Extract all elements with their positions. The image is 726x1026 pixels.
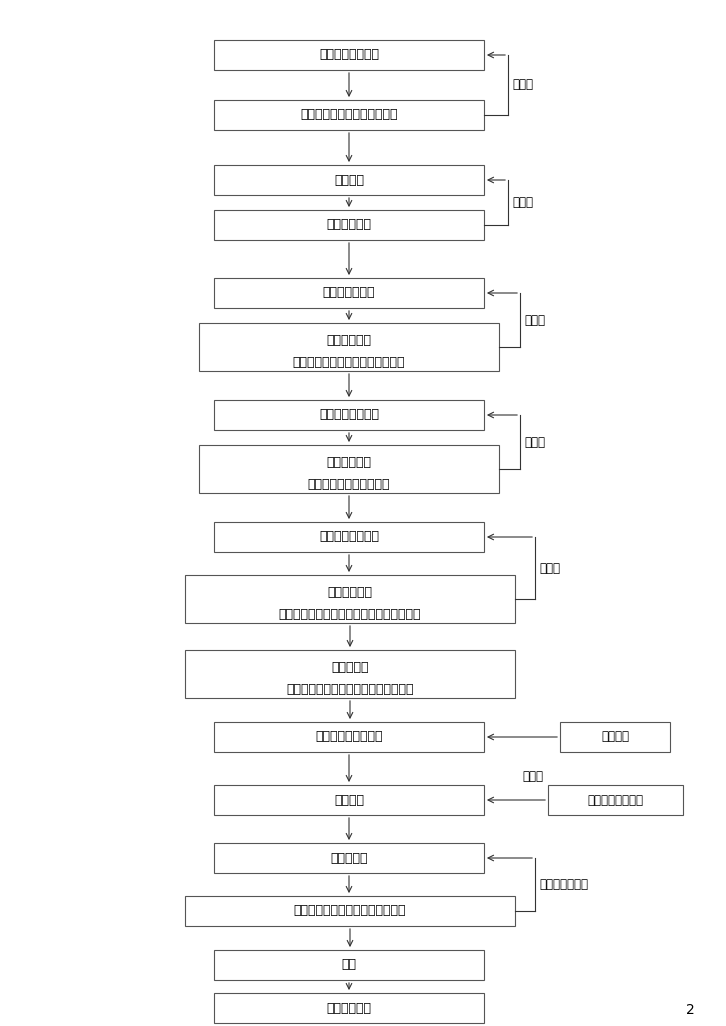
Text: 监理检查签认: 监理检查签认 xyxy=(327,1001,372,1015)
Text: 不合格: 不合格 xyxy=(522,771,543,784)
Bar xyxy=(185,650,515,698)
Bar xyxy=(214,100,484,130)
Text: （钢筋品种、规格、接头、数量、保护层）: （钢筋品种、规格、接头、数量、保护层） xyxy=(279,608,421,622)
Bar xyxy=(214,722,484,752)
Text: 不合格: 不合格 xyxy=(539,561,560,575)
Text: 检查预应力张拉工艺、灌浆、封锚: 检查预应力张拉工艺、灌浆、封锚 xyxy=(294,905,407,917)
Text: 支架搭设（施工）: 支架搭设（施工） xyxy=(319,408,379,422)
Text: 测量监理复测（轴线、标高）: 测量监理复测（轴线、标高） xyxy=(301,109,398,121)
Text: 监理检查验收: 监理检查验收 xyxy=(327,334,372,348)
Text: 不合格: 不合格 xyxy=(512,196,533,209)
Bar xyxy=(214,165,484,195)
Text: 混凝土地坪施工: 混凝土地坪施工 xyxy=(323,286,375,300)
Text: 不合格: 不合格 xyxy=(524,314,545,326)
Text: 拆模检查: 拆模检查 xyxy=(334,793,364,806)
Text: 不合格: 不合格 xyxy=(512,79,533,91)
Text: 钢筋绑扎（施工）: 钢筋绑扎（施工） xyxy=(319,530,379,544)
Bar xyxy=(560,722,670,752)
Text: 监理检查验收: 监理检查验收 xyxy=(327,587,372,599)
Text: 施工单位测量放样: 施工单位测量放样 xyxy=(319,48,379,62)
Text: 2: 2 xyxy=(685,1003,694,1017)
Text: 混凝土浇筑: 混凝土浇筑 xyxy=(331,662,369,674)
Bar xyxy=(185,575,515,623)
Text: 旁站监理: 旁站监理 xyxy=(601,731,629,744)
Text: 拆架: 拆架 xyxy=(341,958,356,972)
Bar xyxy=(214,843,484,873)
Text: 蜂窝、麻面、气孔: 蜂窝、麻面、气孔 xyxy=(587,793,643,806)
Text: 监理检查验收: 监理检查验收 xyxy=(327,219,372,232)
Text: 监理检查验收: 监理检查验收 xyxy=(327,457,372,470)
Bar xyxy=(199,323,499,371)
Text: 不合格: 不合格 xyxy=(524,435,545,448)
Bar xyxy=(214,210,484,240)
Bar xyxy=(214,993,484,1023)
Bar xyxy=(214,278,484,308)
Bar xyxy=(214,785,484,815)
Bar xyxy=(214,40,484,70)
Text: 监理巡视检查砼养护: 监理巡视检查砼养护 xyxy=(315,731,383,744)
Text: （轴线、标高、预拱度）: （轴线、标高、预拱度） xyxy=(308,478,391,491)
Text: （配合比、强度、塌落度、试件制备）: （配合比、强度、塌落度、试件制备） xyxy=(286,683,414,697)
Text: 预应力施工: 预应力施工 xyxy=(330,852,368,865)
Text: 签认工序报验单: 签认工序报验单 xyxy=(539,878,588,891)
Text: 地基处理: 地基处理 xyxy=(334,173,364,187)
Bar xyxy=(185,896,515,926)
Bar xyxy=(199,445,499,494)
Bar xyxy=(214,522,484,552)
Bar xyxy=(214,400,484,430)
Bar xyxy=(548,785,683,815)
Bar xyxy=(214,950,484,980)
Text: （结构、尺寸、砼配合比、强度）: （结构、尺寸、砼配合比、强度） xyxy=(293,356,405,369)
